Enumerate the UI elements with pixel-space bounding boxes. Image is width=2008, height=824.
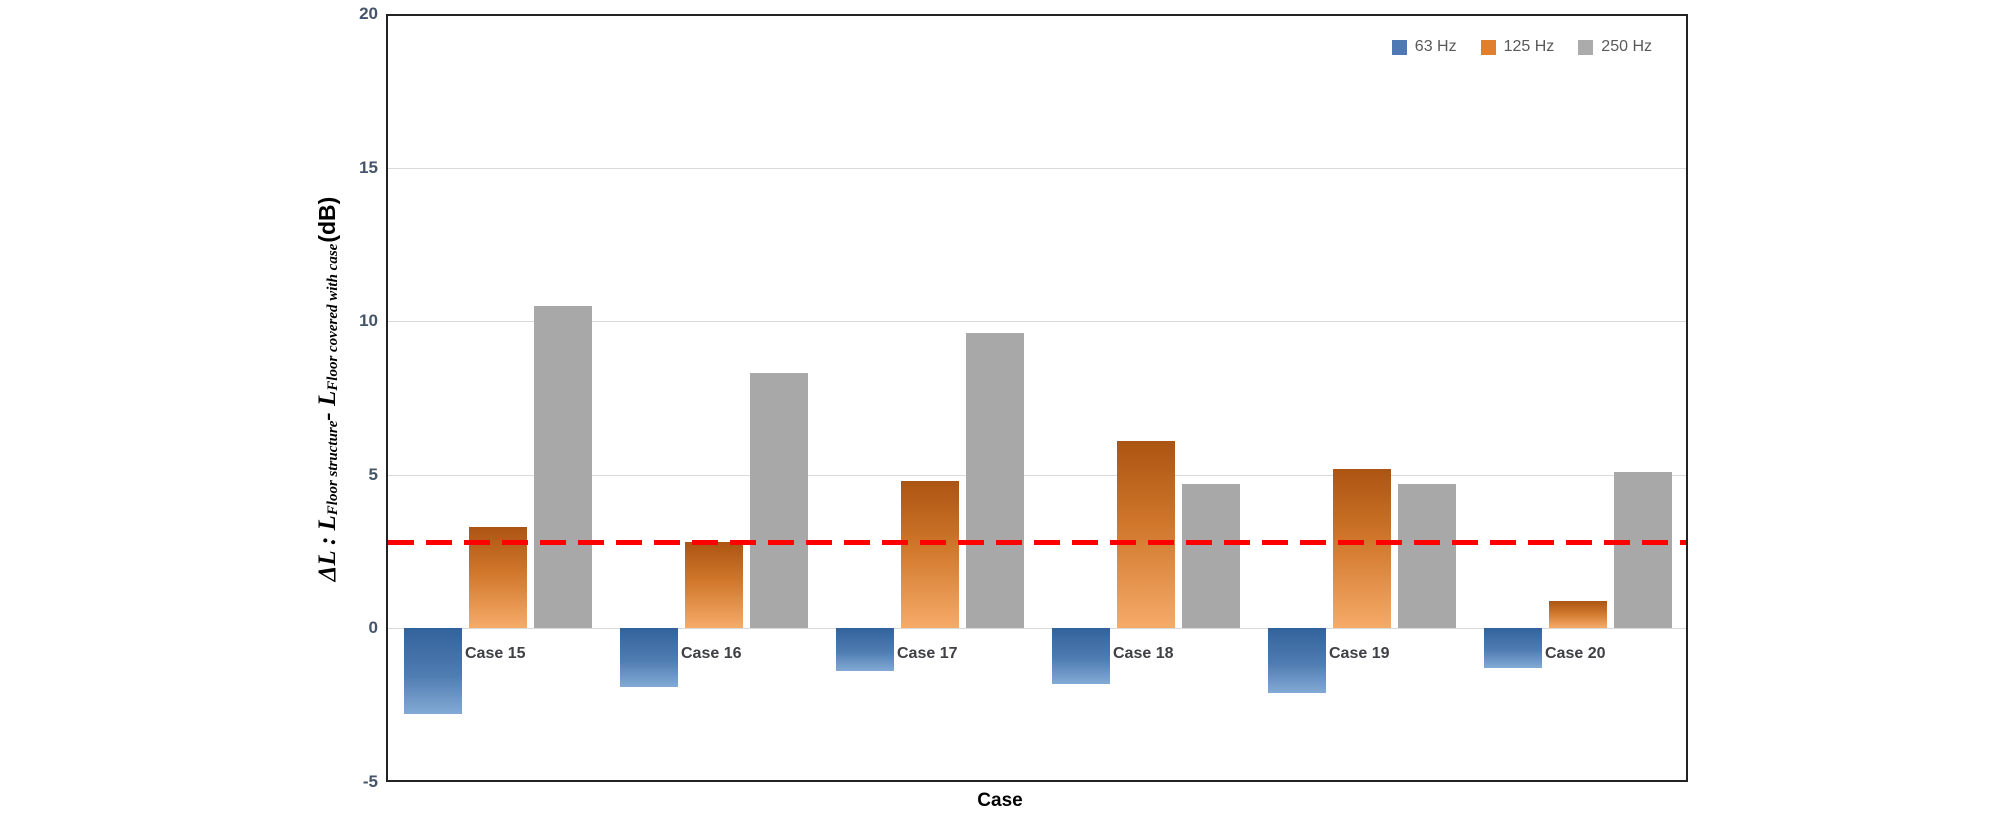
bar-case-18-125hz <box>1117 441 1175 629</box>
legend-label: 63 Hz <box>1414 38 1457 55</box>
bar-case-20-125hz <box>1549 600 1607 629</box>
legend-item-125hz: 125 Hz <box>1480 38 1555 56</box>
y-axis-title-sub2: Floor covered with case <box>325 243 341 391</box>
category-label: Case 17 <box>897 645 958 662</box>
bar-case-18-250hz <box>1182 484 1240 629</box>
bar-case-16-250hz <box>750 373 808 629</box>
x-axis-title: Case <box>977 790 1023 811</box>
category-label: Case 16 <box>681 645 742 662</box>
legend: 63 Hz 125 Hz 250 Hz <box>1391 38 1652 56</box>
y-tick-label: 10 <box>359 311 378 331</box>
bar-case-15-250hz <box>534 305 592 629</box>
bar-case-15-63hz <box>404 628 462 715</box>
bar-case-17-250hz <box>966 333 1024 629</box>
gridline <box>388 321 1686 323</box>
gridline <box>388 167 1686 169</box>
legend-label: 250 Hz <box>1601 38 1652 55</box>
y-axis-title-mid: - L <box>314 390 341 421</box>
y-tick-label: -5 <box>362 772 378 791</box>
y-axis-title-sub1: Floor structure <box>325 420 341 516</box>
category-label: Case 15 <box>465 645 526 662</box>
legend-item-250hz: 250 Hz <box>1578 38 1652 56</box>
bar-case-16-63hz <box>620 628 678 687</box>
category-label: Case 19 <box>1329 645 1390 662</box>
bar-case-19-125hz <box>1333 468 1391 629</box>
y-tick-label: 15 <box>359 157 378 177</box>
y-axis-title: ΔL : L Floor structure - L Floor covered w… <box>314 109 352 669</box>
bar-case-20-250hz <box>1614 471 1672 629</box>
bar-case-18-63hz <box>1052 628 1110 684</box>
y-tick-label: 0 <box>368 618 378 638</box>
category-label: Case 20 <box>1545 645 1606 662</box>
bar-case-19-63hz <box>1268 628 1326 693</box>
legend-swatch-icon <box>1391 39 1407 55</box>
reference-line <box>388 540 1686 546</box>
legend-label: 125 Hz <box>1503 38 1555 55</box>
bar-case-16-125hz <box>685 542 743 629</box>
y-tick-label: 5 <box>368 464 378 484</box>
y-axis-title-math: ΔL : L <box>314 515 341 582</box>
bar-case-17-125hz <box>901 480 959 629</box>
y-tick-label: 20 <box>359 4 378 23</box>
bar-case-17-63hz <box>836 628 894 672</box>
plot-area: 63 Hz 125 Hz 250 Hz Case 15 Case 16 Case 17 C… <box>386 14 1688 782</box>
bar-case-19-250hz <box>1398 484 1456 629</box>
gridline <box>388 628 1686 630</box>
legend-item-63hz: 63 Hz <box>1391 38 1457 56</box>
legend-swatch-icon <box>1578 39 1594 55</box>
gridline <box>388 474 1686 476</box>
bar-case-20-63hz <box>1484 628 1542 669</box>
y-axis-unit: (dB) <box>314 196 340 243</box>
legend-swatch-icon <box>1480 39 1496 55</box>
category-label: Case 18 <box>1113 645 1174 662</box>
